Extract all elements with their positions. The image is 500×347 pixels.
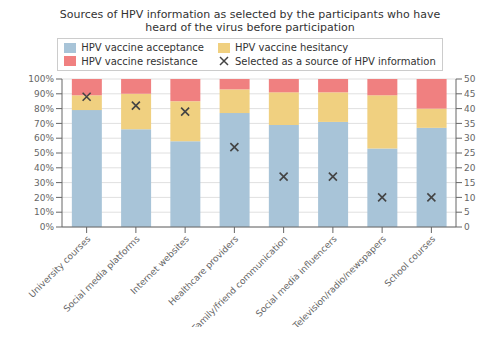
html-text:HPV vaccine hesitancy: HPV vaccine hesitancy — [234, 42, 349, 53]
svg-text:20%: 20% — [34, 193, 54, 203]
svg-text:0: 0 — [464, 222, 470, 232]
svg-text:60%: 60% — [34, 133, 54, 143]
svg-text:Television/radio/newspapers: Television/radio/newspapers — [291, 234, 389, 327]
html-text:Sources of HPV information as: Sources of HPV information as selected b… — [59, 8, 441, 21]
svg-text:90%: 90% — [34, 89, 54, 99]
svg-text:40: 40 — [464, 104, 476, 114]
svg-text:35: 35 — [464, 119, 475, 129]
svg-text:Healthcare providers: Healthcare providers — [166, 233, 241, 308]
svg-text:University courses: University courses — [26, 233, 93, 300]
svg-text:30: 30 — [464, 133, 476, 143]
svg-text:100%: 100% — [28, 74, 54, 84]
svg-text:Internet websites: Internet websites — [128, 233, 192, 297]
svg-text:30%: 30% — [34, 178, 54, 188]
svg-text:10%: 10% — [34, 207, 54, 217]
svg-text:70%: 70% — [34, 119, 54, 129]
svg-text:50: 50 — [464, 74, 476, 84]
svg-text:School courses: School courses — [382, 234, 437, 289]
html-text:heard of the virus before part: heard of the virus before participation — [145, 21, 355, 34]
html-text:HPV vaccine acceptance: HPV vaccine acceptance — [81, 42, 204, 53]
svg-text:40%: 40% — [34, 163, 54, 173]
html-text:HPV vaccine resistance: HPV vaccine resistance — [81, 55, 198, 67]
svg-text:45: 45 — [464, 89, 475, 99]
svg-text:Family/friend communication: Family/friend communication — [190, 234, 290, 327]
svg-text:Social media influencers: Social media influencers — [254, 234, 339, 319]
svg-text:15: 15 — [464, 178, 475, 188]
svg-text:0%: 0% — [40, 222, 55, 232]
svg-text:80%: 80% — [34, 104, 54, 114]
svg-text:20: 20 — [464, 163, 476, 173]
svg-text:Social media platforms: Social media platforms — [62, 234, 142, 314]
svg-text:25: 25 — [464, 148, 475, 158]
html-text:Selected as a source of HPV in: Selected as a source of HPV information — [234, 55, 436, 67]
svg-text:5: 5 — [464, 207, 470, 217]
svg-text:50%: 50% — [34, 148, 54, 158]
svg-text:10: 10 — [464, 193, 476, 203]
